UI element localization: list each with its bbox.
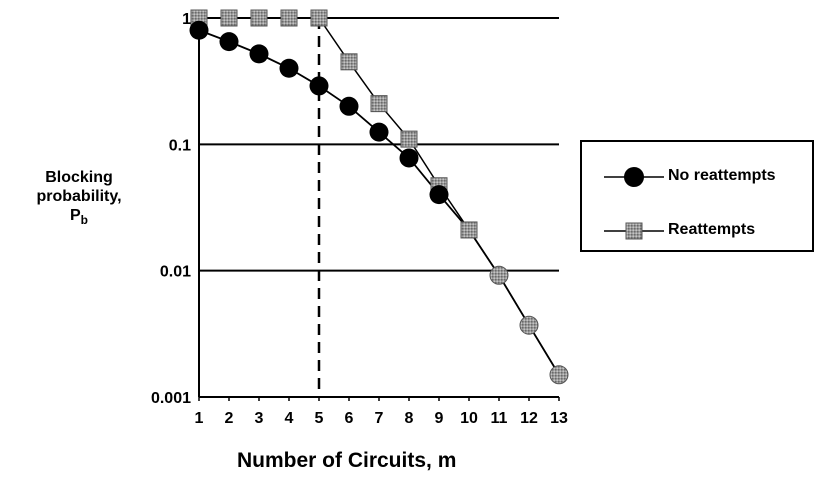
x-tick-label-3: 3 bbox=[255, 410, 264, 427]
legend-swatch-reattempts bbox=[604, 222, 664, 240]
x-tick-label-10: 10 bbox=[460, 410, 478, 427]
marker-reattempts-6 bbox=[340, 53, 358, 71]
marker-no-reattempts-7 bbox=[369, 122, 389, 142]
series-line-reattempts bbox=[199, 17, 560, 376]
marker-no-reattempts-9 bbox=[429, 185, 449, 205]
y-axis-label-line3: Pb bbox=[14, 206, 144, 230]
x-tick-label-9: 9 bbox=[435, 410, 444, 427]
y-axis-label-line1: Blocking bbox=[45, 169, 113, 186]
y-axis-label-symbol: P bbox=[69, 207, 81, 224]
marker-no-reattempts-1 bbox=[189, 20, 209, 40]
x-tick-label-13: 13 bbox=[550, 410, 568, 427]
marker-reattempts-10 bbox=[460, 221, 478, 239]
legend: No reattempts Reattempts bbox=[580, 140, 814, 252]
y-tick-label-0.01: 0.01 bbox=[160, 264, 191, 281]
x-tick-label-4: 4 bbox=[285, 410, 294, 427]
x-tick-label-11: 11 bbox=[491, 410, 508, 427]
x-tick-label-6: 6 bbox=[345, 410, 354, 427]
marker-reattempts-5 bbox=[310, 9, 328, 27]
legend-label-reattempts: Reattempts bbox=[668, 221, 756, 238]
marker-reattempts-8 bbox=[400, 130, 418, 148]
marker-no-reattempts-6 bbox=[339, 96, 359, 116]
marker-no-reattempts-3 bbox=[249, 44, 269, 64]
legend-label-no-reattempts: No reattempts bbox=[668, 167, 776, 184]
marker-no-reattempts-8 bbox=[399, 148, 419, 168]
y-axis-label: Blocking probability, Pb bbox=[14, 168, 144, 230]
y-tick-label-0.1: 0.1 bbox=[169, 137, 191, 154]
marker-no-reattempts-2 bbox=[219, 32, 239, 52]
x-tick-label-1: 1 bbox=[195, 410, 204, 427]
legend-entry-reattempts: Reattempts bbox=[582, 216, 812, 246]
x-tick-label-2: 2 bbox=[225, 410, 234, 427]
x-axis-label: Number of Circuits, m bbox=[237, 449, 457, 472]
x-tick-label-8: 8 bbox=[405, 410, 414, 427]
marker-reattempts-13 bbox=[549, 365, 569, 385]
y-tick-label-0.001: 0.001 bbox=[151, 390, 191, 407]
marker-reattempts-7 bbox=[370, 95, 388, 113]
legend-entry-no-reattempts: No reattempts bbox=[582, 162, 812, 192]
y-axis-label-line2: probability, bbox=[36, 188, 122, 205]
marker-reattempts-12 bbox=[519, 315, 539, 335]
x-tick-label-12: 12 bbox=[520, 410, 538, 427]
marker-reattempts-11 bbox=[489, 265, 509, 285]
marker-reattempts-3 bbox=[250, 9, 268, 27]
legend-swatch-no-reattempts bbox=[604, 167, 664, 187]
marker-no-reattempts-5 bbox=[309, 76, 329, 96]
marker-no-reattempts-4 bbox=[279, 58, 299, 78]
marker-reattempts-2 bbox=[220, 9, 238, 27]
x-tick-label-5: 5 bbox=[315, 410, 324, 427]
marker-reattempts-4 bbox=[280, 9, 298, 27]
x-tick-label-7: 7 bbox=[375, 410, 384, 427]
series-line-no-reattempts bbox=[198, 29, 560, 376]
y-axis-label-subscript: b bbox=[80, 213, 88, 227]
axes bbox=[198, 18, 560, 401]
gridlines bbox=[199, 17, 559, 398]
y-tick-label-1: 1 bbox=[182, 11, 191, 28]
series bbox=[189, 9, 569, 385]
